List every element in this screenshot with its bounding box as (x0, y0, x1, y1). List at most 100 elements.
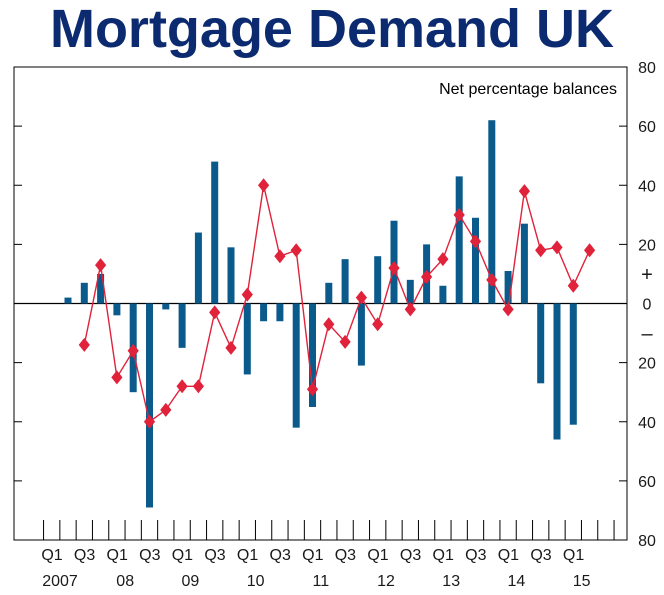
bar (553, 303, 561, 440)
y-tick-label: 80 (638, 533, 656, 550)
line-point (453, 207, 465, 222)
bar (520, 223, 528, 304)
line-series (78, 178, 596, 429)
line-point (274, 249, 286, 264)
y-tick-label: 80 (638, 60, 656, 77)
x-year-label: 13 (442, 573, 460, 590)
bar (439, 285, 447, 304)
bar-series (64, 120, 577, 508)
x-quarter-label: Q3 (270, 547, 291, 564)
line-point (388, 261, 400, 276)
bar (227, 247, 235, 304)
line-point (535, 243, 547, 258)
line-point (323, 317, 335, 332)
x-year-label: 11 (312, 573, 329, 590)
bar (292, 303, 300, 428)
annotation: Net percentage balances (439, 81, 617, 98)
line-point (127, 343, 139, 358)
bar (276, 303, 284, 322)
x-quarter-label: Q3 (465, 547, 486, 564)
line-point (486, 272, 498, 287)
bar (243, 303, 251, 375)
x-year-label: 08 (116, 573, 134, 590)
plus-marker: + (641, 264, 653, 286)
line-point (502, 302, 514, 317)
line-point (258, 178, 270, 193)
x-year-label: 2007 (42, 573, 78, 590)
left-axis (14, 66, 22, 541)
y-tick-label: 40 (638, 415, 656, 432)
line-point (518, 184, 530, 199)
line-point (306, 382, 319, 397)
line-point (469, 234, 482, 249)
y-tick-label: 40 (638, 178, 656, 195)
line-point (421, 269, 433, 284)
x-axis: Q1 Q3 Q1 Q3 Q1 Q3 Q1 Q3 Q1 Q3 Q1 Q3 Q1 Q3 Q1 Q3 Q1 2007 08… (41, 520, 615, 590)
line-point (372, 317, 384, 332)
line-point (95, 258, 107, 273)
y-tick-label: 60 (638, 119, 656, 136)
line-point (225, 340, 237, 355)
line-point (241, 287, 253, 302)
x-quarter-label: Q3 (74, 547, 95, 564)
y-tick-label: 0 (643, 297, 652, 314)
line-point (143, 414, 156, 429)
x-quarter-label: Q1 (107, 547, 128, 564)
x-quarter-label: Q1 (498, 547, 519, 564)
bar (455, 176, 463, 304)
minus-marker: – (641, 323, 653, 345)
x-year-label: 12 (377, 573, 395, 590)
line-point (551, 240, 563, 255)
line-point (176, 379, 188, 394)
x-year-label: 14 (508, 573, 526, 590)
bar (325, 282, 333, 304)
bar (488, 120, 496, 304)
bar (309, 303, 316, 407)
line-point (437, 252, 449, 267)
x-quarter-label: Q3 (204, 547, 225, 564)
x-year-label: 09 (182, 573, 200, 590)
bar (357, 303, 365, 366)
line-point (339, 334, 351, 349)
line-point (111, 370, 123, 385)
bar (569, 303, 577, 425)
bar (504, 270, 512, 304)
bar (178, 303, 186, 348)
bar (472, 217, 479, 304)
line-point (355, 290, 367, 305)
line-point (567, 278, 579, 293)
x-quarter-label: Q3 (400, 547, 421, 564)
x-quarter-label: Q1 (563, 547, 584, 564)
x-quarter-label: Q1 (237, 547, 258, 564)
chart-title: Mortgage Demand UK (49, 0, 615, 59)
bar (80, 282, 88, 304)
bar (97, 273, 105, 304)
x-quarter-label: Q1 (367, 547, 388, 564)
line-point (160, 402, 172, 417)
y-tick-label: 60 (638, 474, 656, 491)
x-quarter-label: Q1 (172, 547, 193, 564)
x-quarter-label: Q3 (335, 547, 356, 564)
line-path (83, 185, 591, 423)
bar (113, 303, 121, 316)
bar (341, 259, 349, 304)
bar (211, 161, 219, 304)
line-point (78, 337, 90, 352)
x-quarter-label: Q3 (530, 547, 551, 564)
line-point (209, 305, 221, 320)
bar (537, 303, 545, 384)
line-point (290, 243, 302, 258)
x-quarter-label: Q1 (302, 547, 323, 564)
bar (260, 303, 268, 322)
bar (146, 303, 153, 508)
x-quarter-label: Q3 (139, 547, 160, 564)
x-year-label: 10 (247, 573, 265, 590)
bar (162, 303, 170, 310)
bar (374, 256, 382, 304)
x-year-label: 15 (573, 573, 591, 590)
bar (406, 279, 414, 304)
x-quarter-label: Q1 (41, 547, 62, 564)
line-point (404, 302, 416, 317)
right-axis: 80 60 40 20 0 20 40 60 80 (619, 60, 656, 550)
